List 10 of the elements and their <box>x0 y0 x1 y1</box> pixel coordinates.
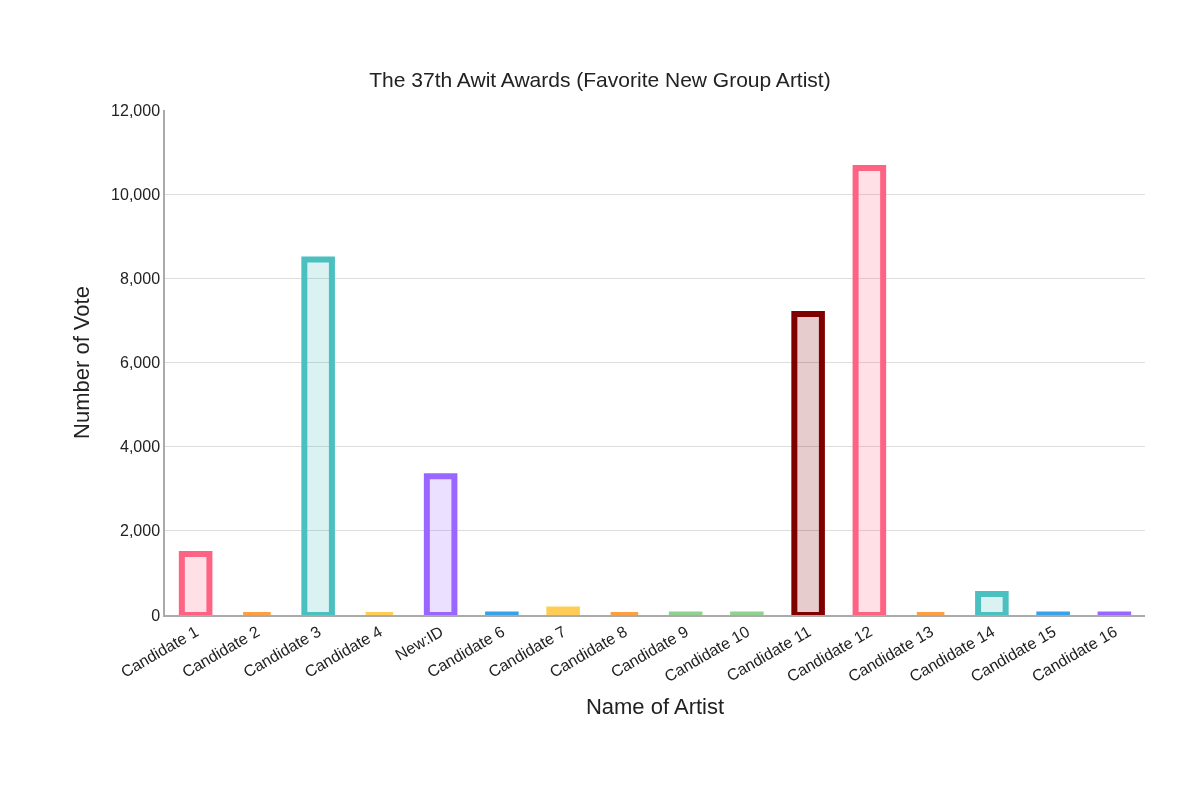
y-tick-label: 8,000 <box>120 269 161 287</box>
y-tick-label: 4,000 <box>120 438 161 456</box>
y-tick-label: 0 <box>151 606 161 624</box>
chart-title: The 37th Awit Awards (Favorite New Group Artist) <box>369 67 831 91</box>
y-tick-label: 12,000 <box>111 101 161 119</box>
x-axis-title: Name of Artist <box>585 694 725 720</box>
y-tick-label: 6,000 <box>120 354 161 372</box>
y-tick-label: 2,000 <box>120 522 161 540</box>
y-tick-label: 10,000 <box>111 185 161 203</box>
y-axis-title: Number of Vote <box>69 286 95 439</box>
